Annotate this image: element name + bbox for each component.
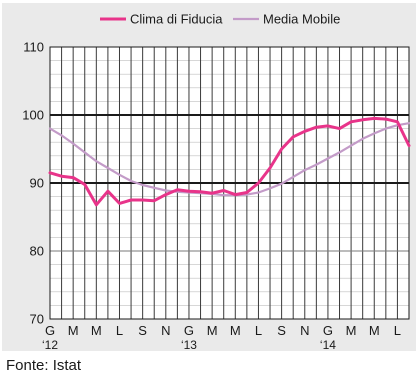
x-tick-label: L — [116, 323, 123, 338]
y-tick-label: 100 — [22, 108, 44, 123]
x-tick-label: G — [45, 323, 55, 338]
x-year-label: ‘13 — [181, 338, 197, 351]
x-tick-label: N — [300, 323, 309, 338]
x-tick-label: L — [255, 323, 262, 338]
y-tick-label: 110 — [23, 40, 44, 55]
x-tick-label: M — [346, 323, 357, 338]
legend-label: Media Mobile — [263, 12, 340, 27]
y-tick-label: 70 — [30, 312, 44, 327]
x-tick-label: M — [230, 323, 241, 338]
x-tick-label: S — [277, 323, 286, 338]
legend-label: Clima di Fiducia — [130, 12, 223, 27]
x-year-label: ‘14 — [320, 338, 336, 351]
x-tick-label: M — [91, 323, 102, 338]
series-line-media-mobile — [48, 122, 411, 197]
plot-frame — [49, 46, 410, 320]
x-tick-label: G — [184, 323, 194, 338]
y-tick-label: 80 — [30, 244, 44, 259]
x-tick-label: N — [161, 323, 170, 338]
x-tick-label: M — [207, 323, 218, 338]
source-note: Fonte: Istat — [6, 357, 82, 374]
x-tick-label: L — [394, 323, 401, 338]
x-tick-label: S — [138, 323, 147, 338]
x-tick-label: G — [323, 323, 333, 338]
x-tick-label: M — [369, 323, 380, 338]
series-line-clima-di-fiducia — [48, 116, 411, 207]
x-tick-label: M — [68, 323, 79, 338]
chart-panel: 70 80 90 100 110 G M M L S N G M M L S N G M M L ‘12 ‘13 ‘14 Cli… — [2, 3, 416, 351]
y-tick-label: 90 — [30, 176, 44, 191]
x-year-label: ‘12 — [42, 338, 58, 351]
